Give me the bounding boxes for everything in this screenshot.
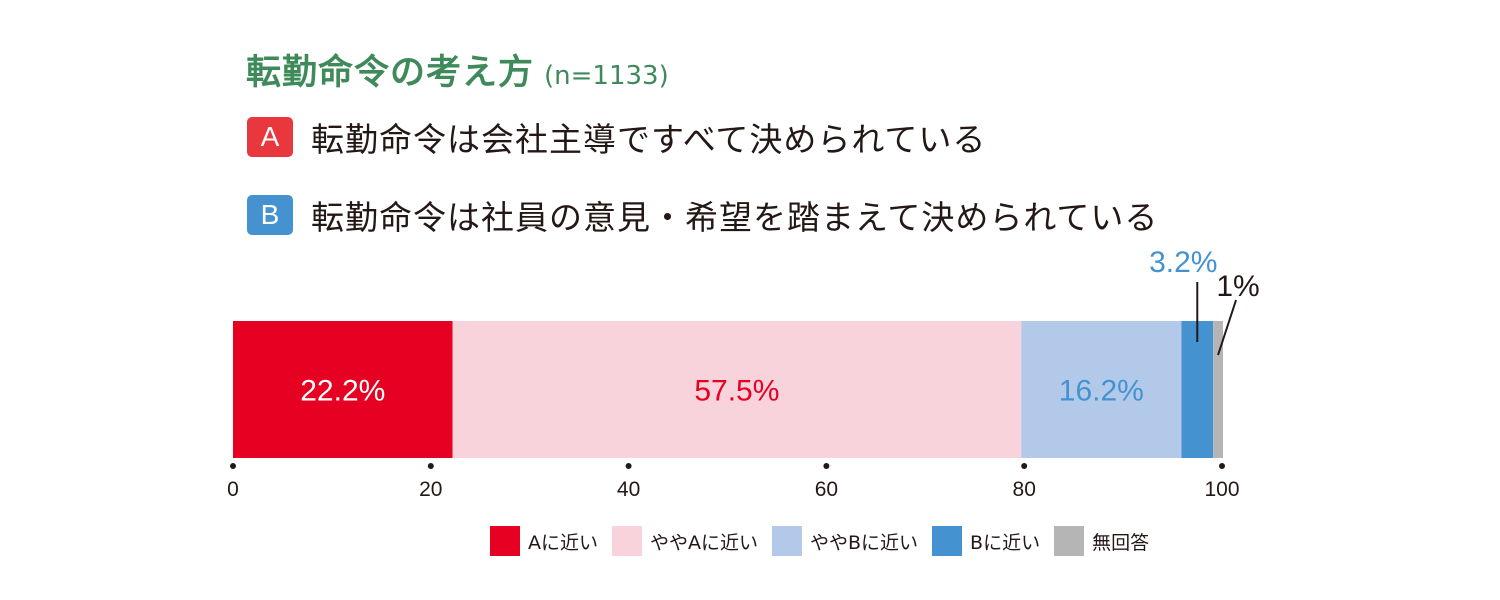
axis-tick-label: 0 bbox=[227, 478, 239, 501]
bar-segment bbox=[452, 321, 1022, 458]
data-label: 22.2% bbox=[300, 375, 385, 408]
chart-legend: Aに近い ややAに近い ややBに近い Bに近い 無回答 bbox=[490, 526, 1163, 556]
axis-tick-label: 60 bbox=[815, 478, 838, 501]
bar-segment bbox=[1181, 321, 1214, 458]
callout-line bbox=[1217, 299, 1237, 356]
bar-segment bbox=[1021, 321, 1182, 458]
option-b-text: 転勤命令は社員の意見・希望を踏まえて決められている bbox=[311, 198, 1159, 237]
axis-tick-dot bbox=[823, 463, 830, 469]
data-label: 3.2% bbox=[1149, 246, 1217, 279]
legend-swatch bbox=[612, 526, 642, 556]
legend-label: Bに近い bbox=[970, 531, 1041, 554]
axis-tick-dot bbox=[427, 463, 434, 469]
axis-tick-label: 100 bbox=[1204, 478, 1239, 501]
data-label: 16.2% bbox=[1059, 375, 1144, 408]
legend-item: ややBに近い bbox=[772, 526, 918, 556]
chart-title-group: 転勤命令の考え方 (n=1133) bbox=[246, 44, 669, 95]
legend-item: Aに近い bbox=[490, 526, 598, 556]
legend-swatch bbox=[490, 526, 520, 556]
option-a-text: 転勤命令は会社主導ですべて決められている bbox=[311, 120, 987, 159]
axis-tick-dot bbox=[1021, 463, 1028, 469]
option-b-badge: B bbox=[247, 195, 293, 235]
legend-swatch bbox=[932, 526, 963, 556]
axis-tick-label: 40 bbox=[617, 478, 640, 501]
sample-size-label: (n=1133) bbox=[544, 61, 669, 91]
axis-tick-dot bbox=[230, 463, 236, 469]
axis-tick-label: 20 bbox=[419, 478, 442, 501]
legend-item: Bに近い bbox=[932, 526, 1040, 556]
option-a-badge: A bbox=[247, 117, 293, 157]
legend-item: 無回答 bbox=[1054, 526, 1149, 556]
bar-segment bbox=[1213, 321, 1223, 458]
option-b-row: B 転勤命令は社員の意見・希望を踏まえて決められている bbox=[247, 195, 1158, 237]
legend-label: ややBに近い bbox=[810, 531, 919, 554]
legend-label: ややAに近い bbox=[650, 531, 758, 554]
axis-tick-label: 80 bbox=[1013, 478, 1036, 501]
data-label: 1% bbox=[1216, 270, 1259, 303]
data-label: 57.5% bbox=[694, 375, 779, 408]
legend-swatch bbox=[1054, 526, 1085, 556]
bar-segment bbox=[233, 321, 453, 458]
axis-tick-dot bbox=[1219, 463, 1225, 469]
legend-label: 無回答 bbox=[1092, 531, 1150, 554]
axis-tick-dot bbox=[625, 463, 632, 469]
chart-title: 転勤命令の考え方 bbox=[246, 53, 535, 93]
legend-label: Aに近い bbox=[528, 531, 598, 554]
legend-item: ややAに近い bbox=[612, 526, 758, 556]
option-a-row: A 転勤命令は会社主導ですべて決められている bbox=[247, 117, 986, 159]
legend-swatch bbox=[772, 526, 802, 556]
